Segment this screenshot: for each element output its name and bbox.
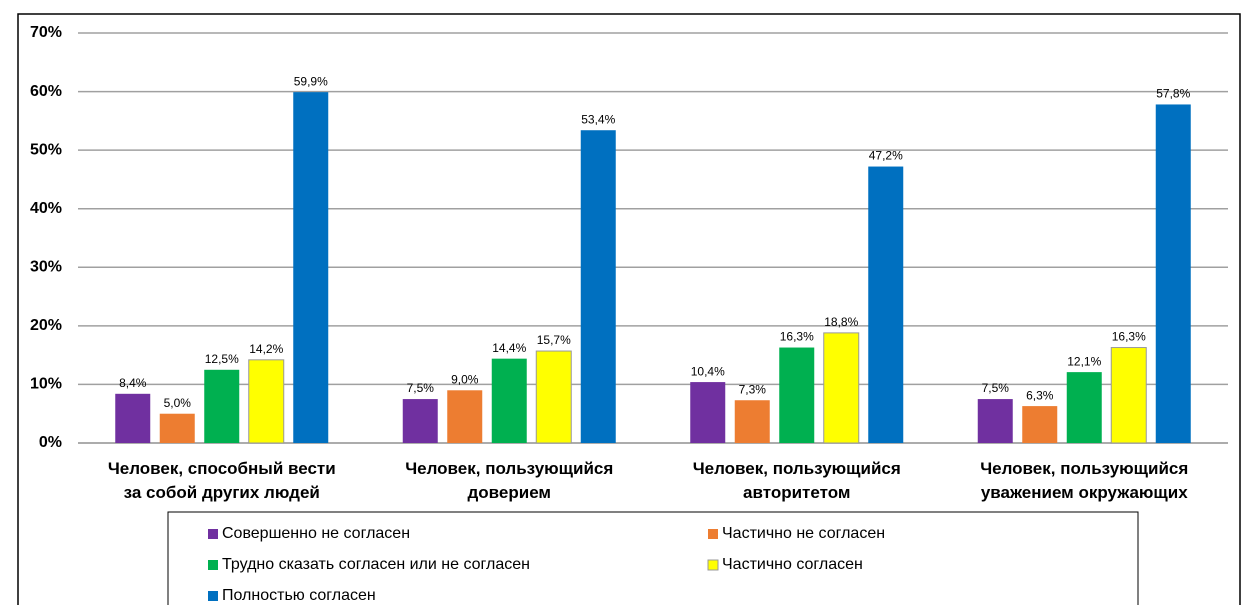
data-label: 5,0% (164, 396, 192, 410)
bar (159, 413, 195, 443)
data-label: 7,5% (982, 381, 1010, 395)
data-label: 7,5% (407, 381, 435, 395)
legend-label: Частично не согласен (722, 525, 885, 542)
y-tick-label: 70% (30, 24, 62, 41)
bar (690, 382, 726, 443)
bar (977, 399, 1013, 443)
data-label: 10,4% (691, 364, 725, 378)
bar (115, 393, 151, 443)
legend-swatch (208, 560, 218, 570)
bar (1022, 406, 1058, 443)
bar (734, 400, 770, 443)
legend-box (167, 511, 1139, 610)
data-label: 59,9% (294, 74, 328, 88)
bar (491, 358, 527, 443)
y-tick-label: 30% (30, 259, 62, 276)
data-label: 16,3% (780, 330, 814, 344)
bar (1066, 372, 1102, 443)
legend-swatch (708, 529, 718, 539)
bar (823, 332, 860, 444)
bar (447, 390, 483, 443)
legend-swatch (208, 529, 218, 539)
data-label: 14,2% (249, 342, 283, 356)
legend-swatch (208, 591, 218, 601)
x-tick-label: Человек, пользующийся уважением окружающи… (980, 459, 1188, 502)
data-label: 14,4% (492, 341, 526, 355)
bar (868, 166, 904, 444)
y-tick-label: 40% (30, 200, 62, 217)
bar (1110, 347, 1147, 444)
y-tick-label: 50% (30, 141, 62, 158)
data-label: 9,0% (451, 372, 479, 386)
bar (204, 369, 240, 443)
bar (1155, 104, 1191, 443)
data-label: 12,1% (1067, 354, 1101, 368)
legend-label: Частично согласен (722, 556, 863, 573)
y-tick-label: 10% (30, 376, 62, 393)
bar (535, 350, 572, 444)
data-label: 57,8% (1156, 87, 1190, 101)
legend-label: Трудно сказать согласен или не согласен (222, 556, 530, 573)
x-tick-label: Человек, способный вести за собой других … (108, 459, 336, 502)
chart-frame (17, 13, 1241, 605)
data-label: 47,2% (869, 149, 903, 163)
data-label: 7,3% (739, 382, 767, 396)
bar (402, 399, 438, 443)
legend-label: Полностью согласен (222, 587, 376, 604)
data-label: 53,4% (581, 112, 615, 126)
y-tick-label: 0% (39, 434, 62, 451)
data-label: 18,8% (824, 315, 858, 329)
bar (779, 347, 815, 443)
bar (580, 130, 616, 443)
legend-label: Совершенно не согласен (222, 525, 410, 542)
data-label: 16,3% (1112, 330, 1146, 344)
bar (248, 359, 285, 444)
data-label: 8,4% (119, 376, 147, 390)
x-tick-label: Человек, пользующийся авторитетом (693, 459, 901, 502)
data-label: 15,7% (537, 333, 571, 347)
data-label: 12,5% (205, 352, 239, 366)
x-tick-label: Человек, пользующийся доверием (405, 459, 613, 502)
y-tick-label: 20% (30, 317, 62, 334)
bar (293, 92, 329, 444)
y-tick-label: 60% (30, 83, 62, 100)
legend-swatch (707, 559, 719, 571)
data-label: 6,3% (1026, 388, 1054, 402)
